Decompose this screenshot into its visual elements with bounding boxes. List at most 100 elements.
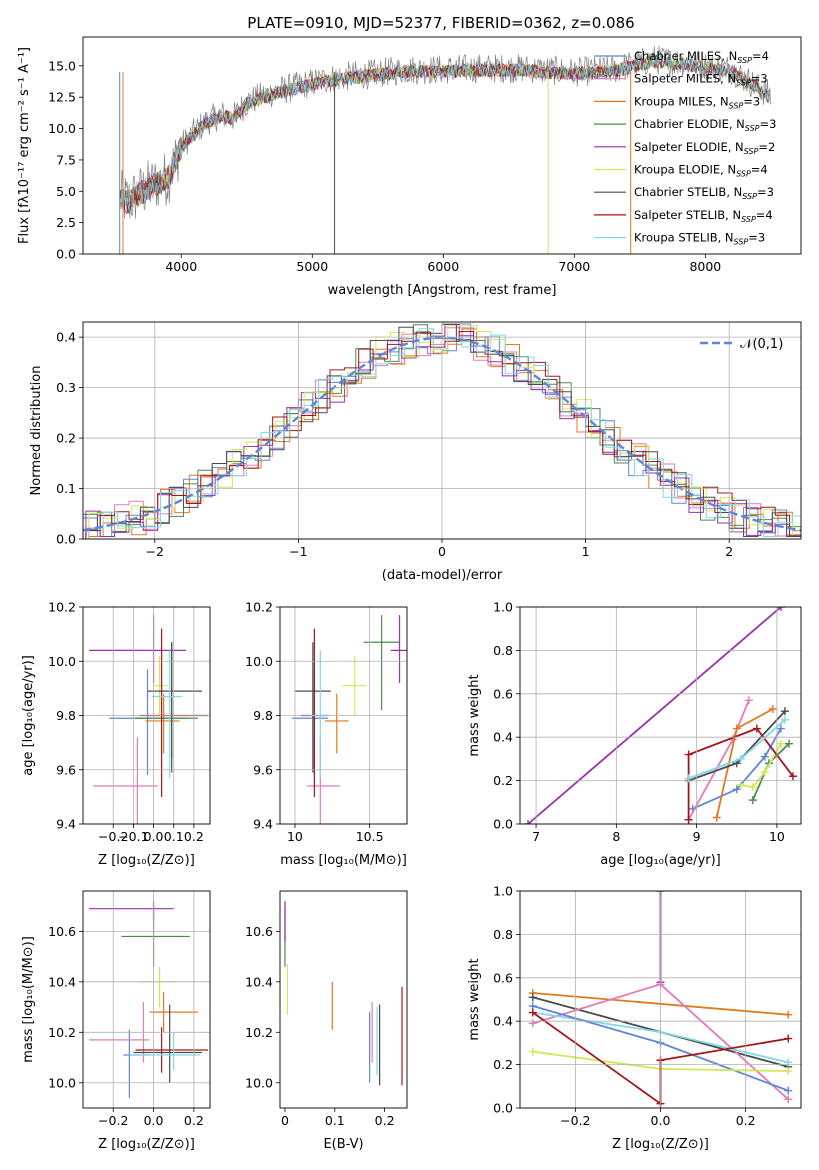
y-tick-label: 1.0 [493, 600, 513, 615]
chart-mass_vs_Z: −0.2 0.0 0.2 10.0 10.2 10.4 10.6 Z [log₁₀(Z/Z⊙)… [21, 890, 211, 1152]
plus-marker [712, 813, 721, 822]
x-axis-label: (data-model)/error [382, 568, 503, 583]
y-tick-label: 9.8 [56, 708, 76, 723]
x-tick-label: −0.2 [98, 829, 128, 844]
x-tick-label: −0.2 [560, 1113, 590, 1128]
data-point [342, 655, 367, 716]
legend-sub: SSP [737, 56, 752, 65]
model-line [119, 54, 770, 215]
legend-entry: Chabrier MILES, NSSP=4 [634, 49, 769, 65]
plus-marker [780, 715, 789, 724]
legend-suffix: =2 [758, 140, 775, 154]
data-point [153, 655, 168, 716]
legend-label: Chabrier MILES, N [634, 49, 737, 63]
x-tick-label: 0 [281, 1113, 289, 1128]
axes-frame [82, 321, 802, 540]
legend-sub: SSP [736, 79, 751, 88]
x-tick-label: 0.0 [651, 1113, 671, 1128]
histogram-step [88, 328, 801, 539]
legend-suffix: =3 [748, 231, 765, 245]
legend-entry: Kroupa STELIB, NSSP=3 [634, 231, 765, 247]
x-tick-label: −0.1 [118, 829, 148, 844]
series-line [684, 715, 789, 783]
y-tick-label: 9.6 [56, 762, 76, 777]
series-line [688, 724, 785, 813]
y-axis-label: Flux [fλ10⁻¹⁷ erg cm⁻² s⁻¹ A⁻¹] [17, 47, 32, 244]
data-point [129, 1032, 200, 1071]
plot-area [119, 45, 771, 254]
data-point [390, 615, 407, 683]
legend-sub: SSP [744, 147, 759, 156]
series-path [751, 743, 790, 801]
x-axis-label: Z [log₁₀(Z/Z⊙)] [98, 1137, 195, 1152]
chart-title: PLATE=0910, MJD=52377, FIBERID=0362, z=0… [247, 14, 634, 32]
y-tick-label: 15.0 [48, 58, 76, 73]
x-tick-label: 0.1 [164, 829, 184, 844]
axes-frame [519, 890, 802, 1109]
plus-marker [524, 820, 533, 824]
chart-residuals: −2 −1 0 1 2 0.0 0.1 0.2 0.3 0.4 (data-model)/error… [29, 321, 802, 583]
plus-marker [784, 1086, 793, 1095]
series-line [524, 607, 785, 824]
x-tick-label: 5000 [296, 259, 328, 274]
legend-sub: SSP [745, 124, 760, 133]
x-tick-label: 2 [725, 544, 733, 559]
data-point [306, 737, 340, 824]
x-tick-label: 7 [532, 829, 540, 844]
plus-marker [768, 704, 777, 713]
y-tick-label: 0.2 [493, 773, 513, 788]
x-tick-label: 0.2 [375, 1113, 395, 1128]
legend: 𝒩(0,1) [700, 337, 783, 352]
legend-entry: Salpeter ELODIE, NSSP=2 [634, 140, 775, 156]
y-axis-label: age [log₁₀(age/yr)] [21, 655, 36, 776]
y-tick-label: 10.6 [48, 924, 76, 939]
plus-marker [784, 1034, 793, 1043]
plus-marker [684, 774, 693, 783]
y-tick-label: 0.6 [493, 686, 513, 701]
y-tick-label: 12.5 [48, 90, 76, 105]
y-tick-label: 0.2 [56, 431, 76, 446]
y-tick-label: 10.6 [245, 924, 273, 939]
x-axis-label: mass [log₁₀(M/M⊙)] [280, 853, 407, 868]
data-point [363, 615, 400, 711]
data-point [133, 1004, 202, 1083]
plus-marker [752, 724, 761, 733]
legend-sub: SSP [734, 238, 749, 247]
legend-suffix: =3 [751, 72, 768, 86]
series-path [527, 607, 782, 824]
legend-label: Kroupa MILES, N [634, 94, 729, 108]
x-axis-label: Z [log₁₀(Z/Z⊙)] [612, 1137, 709, 1152]
chart-mass_weight_vs_age: 7 8 9 10 0.0 0.2 0.4 0.6 0.8 1.0 age [log₁₀(age/yr… [467, 600, 802, 868]
y-tick-label: 10.2 [245, 1025, 273, 1040]
y-tick-label: 0.1 [56, 481, 76, 496]
series-line [748, 739, 793, 805]
legend-label: Salpeter STELIB, N [634, 208, 741, 222]
y-axis-label: Normed distribution [29, 366, 44, 496]
y-tick-label: 0.4 [493, 730, 513, 745]
legend-suffix: =3 [760, 117, 777, 131]
x-tick-label: 0.2 [736, 1113, 756, 1128]
legend-sub: SSP [736, 170, 751, 179]
data-point [294, 642, 331, 773]
y-axis-label: mass weight [467, 674, 482, 756]
plus-marker [784, 1095, 793, 1104]
plus-marker [528, 1019, 537, 1028]
x-tick-label: 0.2 [184, 829, 204, 844]
legend-entry: Chabrier STELIB, NSSP=3 [634, 185, 774, 201]
y-tick-label: 0.2 [493, 1057, 513, 1072]
y-tick-label: 9.4 [56, 817, 76, 832]
x-tick-label: 9 [693, 829, 701, 844]
legend-label: Chabrier STELIB, N [634, 185, 742, 199]
chart-mass_vs_ebv: 0 0.1 0.2 10.0 10.2 10.4 10.6 E(B-V) [245, 890, 408, 1152]
y-tick-label: 7.5 [56, 152, 76, 167]
series-path [692, 728, 782, 810]
y-tick-label: 9.8 [253, 708, 273, 723]
y-tick-label: 0.4 [56, 330, 76, 345]
data-point [324, 693, 349, 754]
y-tick-label: 10.0 [245, 1075, 273, 1090]
x-tick-label: −2 [146, 544, 164, 559]
legend-suffix: =4 [751, 163, 768, 177]
legend-entry: Chabrier ELODIE, NSSP=3 [634, 117, 776, 133]
data-point [139, 966, 178, 1008]
